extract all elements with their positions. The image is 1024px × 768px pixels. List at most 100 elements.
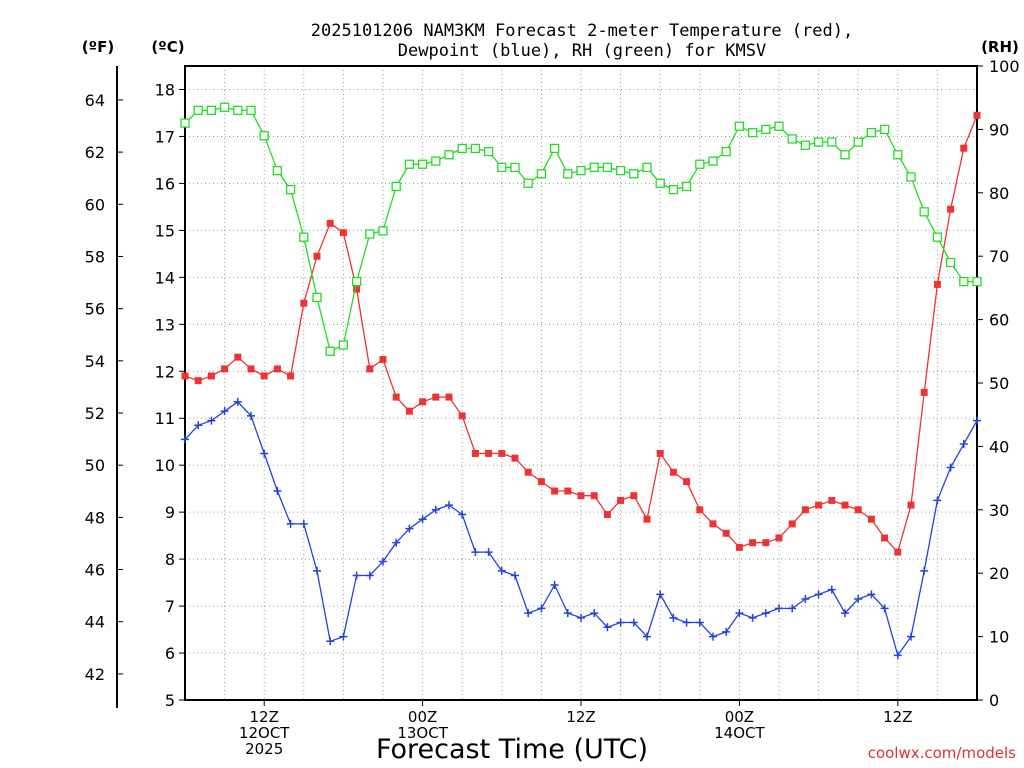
rh-tick-label: 90	[989, 120, 1009, 139]
temperature-point	[828, 496, 836, 504]
rh-point	[681, 181, 692, 192]
dewpoint-point	[352, 571, 361, 580]
temperature-point	[458, 412, 466, 420]
rh-point	[285, 184, 296, 195]
rh-point	[246, 105, 256, 116]
temperature-point	[260, 372, 268, 380]
celsius-tick-label: 18	[155, 80, 175, 99]
grid-lines	[185, 66, 977, 700]
dewpoint-point	[907, 632, 915, 641]
temperature-point	[247, 365, 255, 373]
dewpoint-point	[643, 632, 651, 641]
rh-point	[721, 146, 731, 157]
dewpoint-point	[233, 397, 242, 406]
rh-tick-label: 80	[989, 184, 1009, 203]
dewpoint-point	[722, 627, 731, 636]
fahrenheit-tick-label: 64	[85, 91, 105, 110]
data-series	[180, 102, 982, 660]
temperature-point	[801, 506, 809, 514]
temperature-point	[656, 449, 664, 457]
dewpoint-point	[827, 585, 836, 594]
rh-tick-label: 60	[989, 311, 1009, 330]
temperature-point	[471, 449, 479, 457]
celsius-tick-label: 7	[165, 597, 175, 616]
rh-point	[299, 232, 309, 242]
dewpoint-point	[273, 487, 282, 496]
dewpoint-point	[326, 637, 335, 646]
rh-tick-label: 20	[989, 564, 1009, 583]
temperature-point	[749, 539, 757, 547]
dewpoint-point	[194, 421, 203, 430]
dewpoint-point	[550, 580, 559, 589]
rh-point	[629, 169, 639, 179]
x-axis-title: Forecast Time (UTC)	[376, 734, 648, 765]
rh-point	[351, 276, 362, 287]
rh-point	[259, 131, 269, 141]
rh-point	[272, 165, 283, 176]
rh-point	[906, 172, 916, 182]
x-tick-label: 00Z	[725, 708, 754, 726]
rh-point	[312, 292, 322, 303]
dewpoint-point	[841, 609, 849, 618]
rh-tick-label: 30	[989, 501, 1009, 520]
x-tick-label: 00Z	[408, 708, 437, 726]
rh-tick-label: 0	[989, 691, 999, 710]
dewpoint-point	[603, 623, 612, 632]
rh-point	[180, 118, 190, 128]
temperature-point	[379, 356, 387, 364]
rh-point	[932, 232, 943, 242]
rh-point	[972, 276, 982, 287]
rh-point	[563, 169, 573, 179]
celsius-tick-label: 16	[155, 174, 175, 193]
credit-link[interactable]: coolwx.com/models	[868, 744, 1016, 762]
temperature-point	[683, 478, 691, 486]
dewpoint-point	[207, 416, 216, 425]
dewpoint-point	[616, 618, 625, 627]
temperature-point	[445, 393, 453, 401]
rh-point	[206, 105, 217, 116]
x-tick-label: 14OCT	[714, 724, 765, 742]
dewpoint-point	[748, 613, 757, 622]
rh-point	[893, 150, 903, 160]
dewpoint-point	[656, 590, 665, 599]
temperature-point	[881, 534, 889, 542]
temperature-point	[815, 501, 823, 509]
chart-title-line-1: 2025101206 NAM3KM Forecast 2-meter Tempe…	[311, 21, 853, 41]
temperature-point	[630, 492, 638, 500]
rh-tick-label: 10	[989, 628, 1009, 647]
temperature-point	[973, 111, 981, 119]
fahrenheit-tick-label: 62	[85, 143, 105, 162]
rh-point	[444, 150, 454, 160]
rh-point	[510, 162, 520, 173]
dewpoint-point	[220, 407, 229, 416]
temperature-point	[643, 515, 651, 523]
temperature-point	[524, 468, 532, 476]
celsius-tick-label: 14	[155, 268, 175, 287]
x-tick-label: 12Z	[250, 708, 279, 726]
dewpoint-point	[669, 613, 678, 622]
dewpoint-point	[629, 618, 638, 627]
celsius-tick-label: 9	[165, 503, 175, 522]
temperature-point	[537, 478, 545, 486]
rh-point	[840, 150, 850, 160]
dewpoint-point	[854, 595, 863, 604]
temperature-point	[353, 285, 361, 293]
dewpoint-point	[379, 557, 387, 566]
fahrenheit-tick-label: 58	[85, 247, 105, 266]
chart-title-line-2: Dewpoint (blue), RH (green) for KMSV	[398, 41, 766, 61]
temperature-point	[867, 515, 875, 523]
rh-tick-label: 50	[989, 374, 1009, 393]
temperature-point	[933, 280, 941, 288]
series-temperature	[181, 111, 981, 556]
x-tick-label: 12Z	[883, 708, 912, 726]
x-tick-label: 12OCT	[239, 724, 290, 742]
dewpoint-point	[933, 496, 942, 505]
rh-point	[734, 121, 745, 131]
rh-point	[391, 181, 401, 192]
celsius-tick-label: 17	[155, 127, 175, 146]
rh-point	[708, 156, 718, 166]
dewpoint-point	[761, 609, 770, 618]
series-dewpoint	[181, 397, 981, 660]
rh-point	[219, 102, 230, 112]
